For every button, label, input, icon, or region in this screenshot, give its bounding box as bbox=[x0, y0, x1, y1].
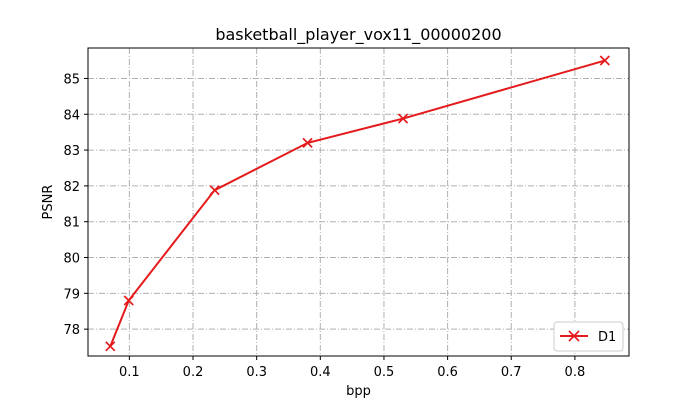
y-tick-label: 79 bbox=[63, 287, 80, 302]
series-line-d1 bbox=[109, 59, 606, 347]
tick-marks bbox=[84, 77, 576, 360]
x-tick-labels: 0.1 0.2 0.3 0.4 0.5 0.6 0.7 0.8 bbox=[119, 365, 585, 380]
data-point-marker bbox=[302, 137, 313, 149]
data-point-marker bbox=[209, 185, 220, 196]
x-axis-label: bpp bbox=[346, 384, 371, 399]
series-layer bbox=[105, 55, 610, 352]
y-tick-label: 80 bbox=[63, 252, 80, 267]
x-tick-label: 0.7 bbox=[501, 365, 522, 380]
chart-title: basketball_player_vox11_00000200 bbox=[215, 25, 501, 45]
legend-box bbox=[553, 321, 624, 352]
x-tick-label: 0.3 bbox=[246, 365, 267, 380]
y-tick-label: 83 bbox=[63, 144, 80, 159]
grid-lines bbox=[88, 48, 629, 356]
x-tick-label: 0.2 bbox=[183, 365, 204, 380]
data-point-marker bbox=[123, 295, 134, 306]
legend: D1 bbox=[553, 321, 624, 352]
y-axis-label: PSNR bbox=[41, 185, 56, 220]
x-tick-label: 0.6 bbox=[437, 365, 458, 380]
y-tick-label: 78 bbox=[63, 323, 80, 338]
data-point-marker bbox=[599, 55, 610, 66]
legend-marker bbox=[568, 330, 580, 342]
legend-label-d1: D1 bbox=[598, 330, 616, 345]
x-tick-label: 0.1 bbox=[119, 365, 140, 380]
y-tick-label: 82 bbox=[63, 180, 80, 195]
y-tick-label: 85 bbox=[63, 72, 80, 87]
y-tick-label: 81 bbox=[63, 216, 80, 231]
y-tick-label: 84 bbox=[63, 108, 80, 123]
plot-frame bbox=[87, 47, 630, 357]
y-tick-labels: 78 79 80 81 82 83 84 85 bbox=[63, 72, 80, 338]
x-tick-label: 0.5 bbox=[374, 365, 395, 380]
data-point-marker bbox=[105, 341, 116, 352]
data-point-marker bbox=[397, 113, 409, 124]
x-tick-label: 0.4 bbox=[310, 365, 331, 380]
x-tick-label: 0.8 bbox=[565, 365, 586, 380]
